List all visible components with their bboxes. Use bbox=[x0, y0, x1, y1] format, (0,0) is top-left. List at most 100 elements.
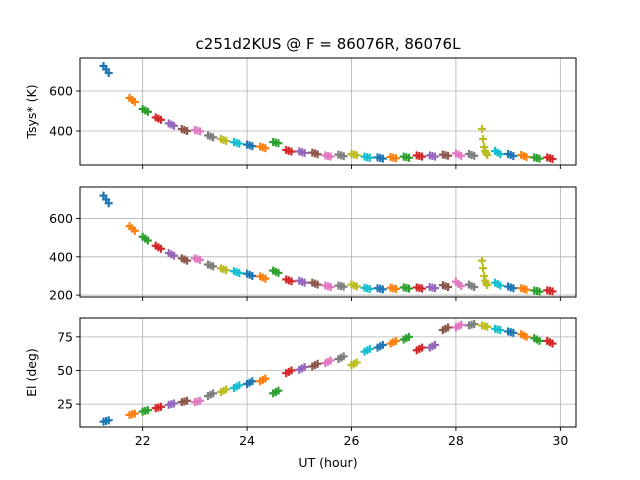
series-8 bbox=[203, 389, 218, 401]
series-18 bbox=[334, 150, 348, 161]
data-point bbox=[470, 283, 479, 292]
data-point bbox=[130, 226, 139, 235]
series-31 bbox=[504, 327, 518, 337]
data-point bbox=[143, 406, 152, 415]
data-point bbox=[248, 377, 257, 386]
x-tick-label: 30 bbox=[552, 433, 568, 448]
series-10 bbox=[230, 381, 244, 392]
data-point bbox=[326, 356, 335, 365]
series-24 bbox=[412, 151, 426, 161]
series-7 bbox=[190, 254, 205, 264]
data-point bbox=[535, 154, 544, 163]
y-tick-label: 400 bbox=[49, 124, 73, 139]
series-14 bbox=[282, 146, 296, 156]
data-point bbox=[130, 409, 139, 418]
series-2 bbox=[125, 222, 139, 235]
data-point bbox=[300, 149, 309, 157]
series-5 bbox=[164, 119, 178, 130]
data-point bbox=[365, 153, 374, 162]
data-point bbox=[444, 283, 453, 292]
series-34 bbox=[543, 336, 557, 348]
data-point bbox=[522, 153, 531, 161]
data-point bbox=[522, 332, 531, 341]
series-15 bbox=[295, 276, 309, 287]
y-tick-label: 600 bbox=[49, 211, 73, 226]
series-17 bbox=[321, 151, 335, 161]
data-point bbox=[274, 386, 283, 395]
series-26 bbox=[438, 281, 453, 292]
series-18 bbox=[334, 281, 348, 291]
data-point bbox=[261, 144, 270, 153]
data-point bbox=[496, 326, 505, 335]
series-17 bbox=[321, 281, 335, 292]
series-30 bbox=[491, 324, 505, 335]
data-point bbox=[130, 98, 139, 106]
series-34 bbox=[543, 153, 557, 163]
data-point bbox=[104, 69, 113, 77]
data-point bbox=[261, 274, 270, 283]
data-point bbox=[169, 121, 178, 130]
series-8 bbox=[203, 260, 218, 271]
data-point bbox=[313, 359, 322, 368]
data-point bbox=[274, 268, 283, 277]
y-tick-label: 75 bbox=[57, 329, 73, 344]
series-4 bbox=[151, 402, 165, 413]
data-point bbox=[183, 256, 192, 265]
data-point bbox=[509, 152, 518, 160]
data-point bbox=[391, 336, 400, 345]
data-point bbox=[444, 151, 453, 160]
data-point bbox=[222, 385, 231, 394]
data-point bbox=[352, 358, 361, 367]
data-point bbox=[143, 236, 152, 245]
series-22 bbox=[386, 153, 400, 163]
axes-frame bbox=[79, 317, 577, 428]
x-tick-label: 26 bbox=[344, 433, 360, 448]
data-point bbox=[169, 251, 178, 260]
series-6 bbox=[177, 254, 192, 265]
data-point bbox=[248, 142, 257, 151]
data-point bbox=[457, 281, 466, 290]
data-point bbox=[404, 153, 413, 162]
data-point bbox=[183, 396, 192, 405]
series-5 bbox=[164, 399, 178, 409]
y-tick-label: 400 bbox=[49, 249, 73, 264]
series-20 bbox=[360, 152, 374, 162]
data-point bbox=[156, 244, 165, 253]
panel-3: 22 24 26 28 30 25 50 75 El (deg) UT (hour) bbox=[24, 317, 577, 470]
series-27 bbox=[451, 277, 466, 290]
data-point bbox=[378, 285, 387, 294]
series-13 bbox=[269, 266, 283, 277]
data-point bbox=[457, 320, 466, 329]
series-11 bbox=[243, 140, 257, 151]
chart-title: c251d2KUS @ F = 86076R, 86076L bbox=[196, 35, 462, 53]
series-12 bbox=[256, 272, 270, 283]
data-point bbox=[339, 352, 348, 361]
data-point bbox=[391, 154, 400, 163]
data-point bbox=[313, 280, 322, 289]
data-point bbox=[431, 340, 440, 349]
data-point bbox=[352, 282, 361, 291]
series-7 bbox=[190, 396, 205, 407]
data-point bbox=[479, 264, 488, 273]
data-point bbox=[479, 135, 488, 143]
series-27 bbox=[451, 149, 466, 160]
panels: 400 600 Tsys* (K) 200 400 600 22 24 26 28 30 25 50 75… bbox=[24, 57, 577, 470]
series-29 bbox=[478, 321, 492, 331]
data-point bbox=[535, 287, 544, 296]
data-point bbox=[509, 284, 518, 293]
series-17 bbox=[321, 356, 335, 368]
series-1 bbox=[99, 416, 113, 426]
data-point bbox=[391, 284, 400, 293]
data-point bbox=[457, 151, 466, 160]
series-29 bbox=[478, 256, 492, 290]
series-28 bbox=[464, 150, 479, 160]
data-point bbox=[287, 277, 296, 286]
data-point bbox=[300, 363, 309, 372]
data-point bbox=[287, 366, 296, 375]
series-25 bbox=[425, 340, 440, 352]
series-28 bbox=[464, 280, 479, 292]
data-point bbox=[417, 284, 426, 293]
series-10 bbox=[230, 267, 244, 278]
series-19 bbox=[347, 358, 361, 370]
series-29 bbox=[478, 125, 492, 159]
